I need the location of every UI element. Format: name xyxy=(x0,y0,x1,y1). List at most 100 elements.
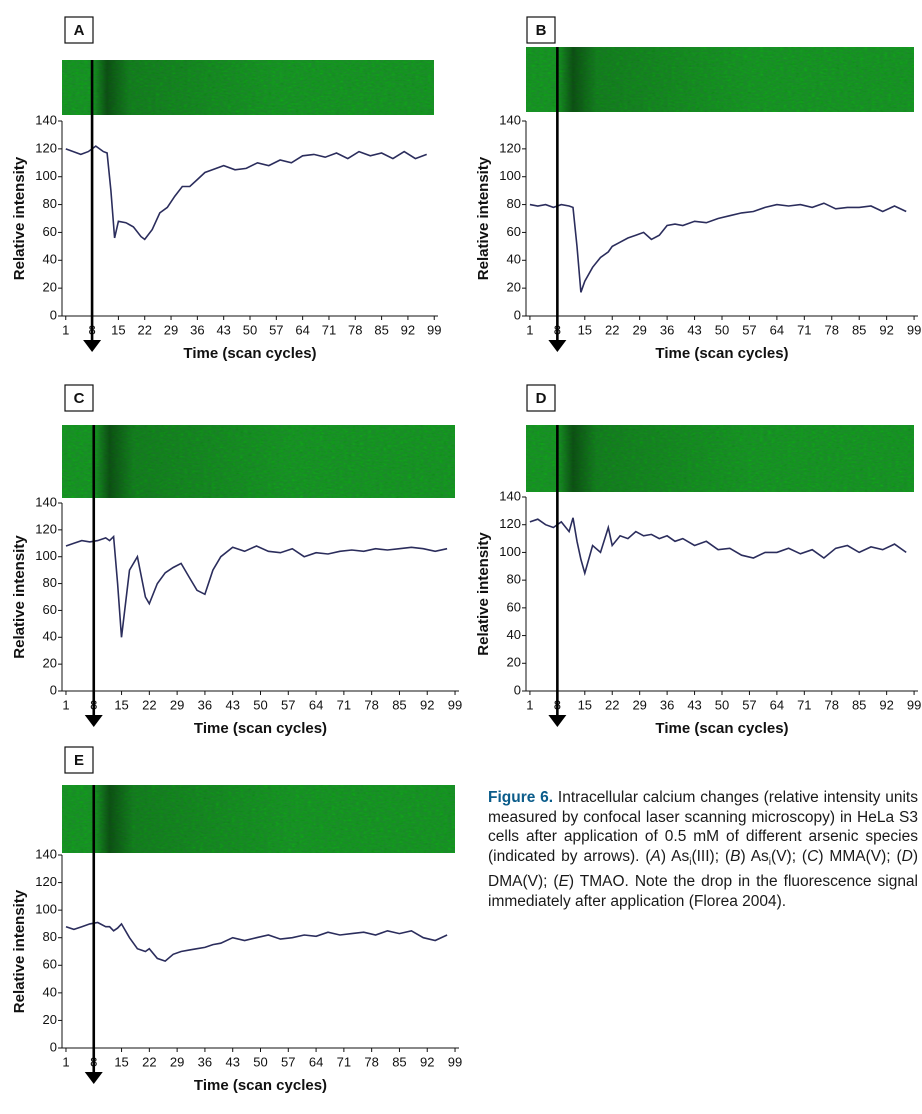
y-tick-label: 0 xyxy=(50,682,57,697)
x-tick-label: 64 xyxy=(309,697,323,712)
panel-label: E xyxy=(74,752,84,769)
x-tick-label: 78 xyxy=(825,697,839,712)
x-tick-label: 29 xyxy=(632,322,646,337)
x-tick-label: 92 xyxy=(420,697,434,712)
arrow-head xyxy=(83,340,102,352)
x-tick-label: 78 xyxy=(364,1054,378,1069)
y-tick-label: 80 xyxy=(43,575,57,590)
y-tick-label: 140 xyxy=(35,846,57,861)
x-tick-label: 22 xyxy=(605,697,619,712)
x-axis-label: Time (scan cycles) xyxy=(194,720,327,737)
caption-segment: (V); ( xyxy=(771,847,808,865)
x-tick-label: 57 xyxy=(269,322,283,337)
arrow-head xyxy=(84,715,103,727)
image-shade xyxy=(93,785,293,853)
caption-segment: Intracellular calcium changes (relative … xyxy=(488,789,918,865)
y-tick-label: 80 xyxy=(43,929,57,944)
y-tick-label: 0 xyxy=(50,1039,57,1054)
arrow-head xyxy=(548,715,567,727)
y-tick-label: 140 xyxy=(499,112,521,127)
caption-segment: ) MMA(V); ( xyxy=(818,847,902,865)
y-tick-label: 80 xyxy=(507,196,521,211)
x-tick-label: 85 xyxy=(392,697,406,712)
y-tick-label: 0 xyxy=(514,682,521,697)
caption-segment: E xyxy=(558,873,569,891)
y-tick-label: 40 xyxy=(507,252,521,267)
y-tick-label: 100 xyxy=(499,168,521,183)
x-tick-label: 64 xyxy=(770,697,784,712)
data-line xyxy=(529,517,907,577)
y-tick-label: 120 xyxy=(35,874,57,889)
x-tick-label: 92 xyxy=(879,322,893,337)
y-tick-label: 40 xyxy=(507,627,521,642)
caption-segment: C xyxy=(807,847,819,865)
arrow-head xyxy=(84,1072,103,1084)
x-tick-label: 43 xyxy=(687,697,701,712)
image-shade xyxy=(93,425,293,498)
x-tick-label: 57 xyxy=(742,322,756,337)
x-tick-label: 43 xyxy=(225,1054,239,1069)
x-tick-label: 36 xyxy=(190,322,204,337)
y-tick-label: 60 xyxy=(507,224,521,239)
y-axis-label: Relative intensity xyxy=(11,535,28,659)
x-tick-label: 1 xyxy=(526,322,533,337)
x-tick-label: 15 xyxy=(111,322,125,337)
y-tick-label: 100 xyxy=(35,548,57,563)
y-tick-label: 100 xyxy=(35,168,57,183)
x-tick-label: 92 xyxy=(879,697,893,712)
y-tick-label: 20 xyxy=(43,280,57,295)
y-tick-label: 120 xyxy=(35,140,57,155)
x-tick-label: 50 xyxy=(253,1054,267,1069)
image-shade xyxy=(557,47,754,112)
y-tick-label: 80 xyxy=(43,196,57,211)
y-tick-label: 60 xyxy=(43,957,57,972)
y-tick-label: 40 xyxy=(43,252,57,267)
x-tick-label: 29 xyxy=(170,697,184,712)
x-tick-label: 99 xyxy=(907,322,921,337)
x-tick-label: 1 xyxy=(62,322,69,337)
caption-segment: ) As xyxy=(740,847,769,865)
x-tick-label: 36 xyxy=(198,1054,212,1069)
image-shade xyxy=(557,425,754,492)
x-tick-label: 1 xyxy=(62,697,69,712)
y-tick-label: 120 xyxy=(499,516,521,531)
x-tick-label: 15 xyxy=(578,697,592,712)
y-axis-label: Relative intensity xyxy=(11,889,28,1013)
x-tick-label: 64 xyxy=(770,322,784,337)
caption-segment: ) TMAO. Note the drop in the fluorescenc… xyxy=(488,873,918,911)
x-tick-label: 78 xyxy=(364,697,378,712)
x-tick-label: 99 xyxy=(448,697,462,712)
data-line xyxy=(65,534,448,638)
y-tick-label: 60 xyxy=(507,599,521,614)
y-tick-label: 60 xyxy=(43,602,57,617)
y-tick-label: 0 xyxy=(50,307,57,322)
y-tick-label: 20 xyxy=(507,280,521,295)
x-tick-label: 71 xyxy=(322,322,336,337)
y-tick-label: 140 xyxy=(35,112,57,127)
y-tick-label: 140 xyxy=(35,494,57,509)
x-axis-label: Time (scan cycles) xyxy=(183,345,316,362)
x-tick-label: 78 xyxy=(348,322,362,337)
x-tick-label: 36 xyxy=(198,697,212,712)
x-tick-label: 57 xyxy=(281,1054,295,1069)
x-tick-label: 43 xyxy=(687,322,701,337)
x-axis-label: Time (scan cycles) xyxy=(655,720,788,737)
x-tick-label: 64 xyxy=(309,1054,323,1069)
panel-label: B xyxy=(536,22,547,39)
caption-segment: A xyxy=(650,847,661,865)
x-tick-label: 15 xyxy=(114,697,128,712)
caption-segment: B xyxy=(730,847,741,865)
panel-label-box xyxy=(64,384,94,412)
x-tick-label: 22 xyxy=(605,322,619,337)
panel-label: A xyxy=(74,22,85,39)
x-tick-label: 29 xyxy=(164,322,178,337)
y-tick-label: 100 xyxy=(35,902,57,917)
y-tick-label: 40 xyxy=(43,984,57,999)
x-tick-label: 71 xyxy=(797,697,811,712)
y-tick-label: 80 xyxy=(507,572,521,587)
x-tick-label: 1 xyxy=(62,1054,69,1069)
data-line xyxy=(529,202,907,293)
x-tick-label: 92 xyxy=(420,1054,434,1069)
caption-segment: Figure 6. xyxy=(488,789,554,806)
